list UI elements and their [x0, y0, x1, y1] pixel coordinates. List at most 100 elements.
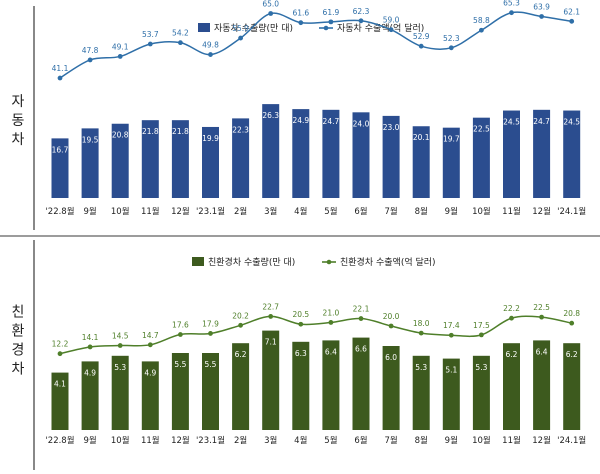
eco-bar-value-label: 6.2 [235, 350, 247, 359]
eco-line-value-label: 20.0 [383, 312, 400, 321]
eco-x-tick-label: 12월 [171, 435, 190, 446]
auto-x-tick-label: 6월 [354, 206, 367, 217]
eco-bar [563, 343, 581, 430]
eco-line-value-label: 14.7 [142, 331, 159, 340]
auto-bar-value-label: 26.3 [262, 111, 279, 120]
auto-bar-value-label: 24.9 [292, 116, 309, 125]
auto-bar-value-label: 24.7 [323, 117, 340, 126]
eco-line-point [479, 332, 484, 338]
auto-line-point [238, 35, 244, 41]
eco-bar-value-label: 7.1 [265, 338, 277, 347]
auto-line-point [569, 18, 575, 24]
eco-bar [51, 372, 69, 430]
eco-bar-value-label: 5.3 [415, 363, 427, 372]
auto-legend-line-marker [323, 25, 329, 31]
auto-line-value-label: 52.9 [413, 32, 430, 41]
auto-line-value-label: 49.1 [112, 42, 129, 51]
auto-bar [352, 112, 370, 198]
auto-bar [232, 118, 250, 198]
eco-line-value-label: 18.0 [413, 319, 430, 328]
auto-x-tick-label: 10월 [111, 206, 130, 217]
eco-line-value-label: 17.5 [473, 321, 490, 330]
eco-line-point [418, 330, 424, 336]
auto-x-tick-label: 5월 [324, 206, 337, 217]
eco-line-point [448, 332, 454, 338]
eco-bar [141, 361, 159, 430]
eco-bar [202, 353, 219, 430]
eco-x-tick-label: 12월 [532, 435, 551, 446]
eco-line-path [59, 315, 572, 355]
auto-bar-value-label: 24.5 [563, 118, 580, 127]
auto-line-value-label: 55.9 [232, 24, 249, 33]
auto-x-tick-label: 10월 [472, 206, 491, 217]
auto-x-tick-label: 7월 [384, 206, 397, 217]
eco-bar-value-label: 6.4 [536, 347, 548, 356]
eco-bar [472, 355, 490, 430]
auto-bar-value-label: 23.0 [383, 123, 400, 132]
auto-line-point [539, 14, 544, 19]
eco-line-point [178, 332, 183, 337]
eco-x-tick-label: 10월 [111, 435, 130, 446]
auto-bar [111, 123, 129, 198]
auto-bar [202, 126, 219, 198]
eco-x-tick-label: 8월 [415, 435, 428, 446]
eco-x-tick-label: 7월 [384, 435, 397, 446]
auto-legend: 자동차 수출량(만 대) 자동차 수출액(억 달러) [198, 22, 424, 34]
eco-bar-value-label: 4.1 [54, 380, 66, 389]
eco-line-point [117, 343, 123, 348]
auto-bar [322, 109, 340, 198]
auto-bar [81, 128, 99, 198]
eco-bar [503, 343, 520, 430]
auto-x-tick-label: 2월 [234, 206, 247, 217]
eco-bar-value-label: 4.9 [84, 368, 96, 377]
eco-bar [111, 355, 129, 430]
eco-line-value-label: 22.2 [503, 304, 520, 313]
auto-bar [141, 120, 159, 198]
eco-bar [412, 355, 430, 430]
eco-line-point [147, 342, 153, 348]
auto-bar-value-label: 21.8 [172, 127, 189, 136]
auto-line-point [298, 20, 304, 26]
auto-line: 41.1 47.8 49.1 53.7 54.2 49.8 55.9 65.0 61.6 61.9… [52, 0, 580, 81]
auto-bar-value-label: 16.7 [52, 145, 69, 154]
eco-x-tick-label: 9월 [445, 435, 458, 446]
auto-line-value-label: 41.1 [52, 64, 69, 73]
auto-x-tick-label: '24.1월 [557, 206, 586, 217]
eco-bar [322, 340, 340, 430]
auto-line-value-label: 49.8 [202, 41, 219, 50]
eco-x-tick-label: 3월 [264, 435, 277, 446]
eco-bar [382, 346, 400, 430]
eco-line-value-label: 14.5 [112, 332, 129, 341]
auto-line-point [388, 27, 394, 33]
auto-line-value-label: 58.8 [473, 16, 490, 25]
eco-line-point [57, 351, 63, 357]
eco-line-value-label: 12.2 [52, 340, 69, 349]
auto-line-value-label: 65.3 [503, 0, 520, 8]
auto-line-point [87, 57, 93, 63]
auto-x-tick-label: 3월 [264, 206, 277, 217]
auto-bar [472, 117, 490, 198]
auto-bar [51, 138, 69, 198]
eco-line-value-label: 22.5 [533, 303, 550, 312]
eco-bar-value-label: 6.6 [355, 345, 367, 354]
auto-line-value-label: 47.8 [82, 46, 99, 55]
eco-legend-bar-label: 친환경차 수출량(만 대) [208, 256, 295, 268]
eco-bar-value-label: 5.1 [445, 366, 457, 375]
eco-x-tick-label: 6월 [354, 435, 367, 446]
auto-line-point [418, 43, 424, 49]
auto-bar [503, 110, 520, 198]
eco-bar [262, 330, 280, 430]
eco-x-axis: '22.8월 9월 10월 11월 12월 '23.1월 2월 3월 4월 5월 6월 7월 8월 9월 1… [45, 435, 586, 446]
eco-line-value-label: 22.1 [353, 305, 370, 314]
eco-bar-value-label: 6.0 [385, 353, 397, 362]
auto-bar [382, 115, 400, 198]
eco-line-value-label: 20.8 [563, 309, 580, 318]
auto-bar-value-label: 24.7 [533, 117, 550, 126]
eco-bar-value-label: 5.5 [174, 360, 186, 369]
auto-bars: 16.7 19.5 20.8 21.8 21.8 19.9 22.3 26.3 24.9 24.7… [51, 104, 580, 198]
eco-line-point [539, 314, 544, 320]
eco-x-tick-label: '22.8월 [45, 435, 74, 446]
auto-line-value-label: 52.3 [443, 34, 460, 43]
